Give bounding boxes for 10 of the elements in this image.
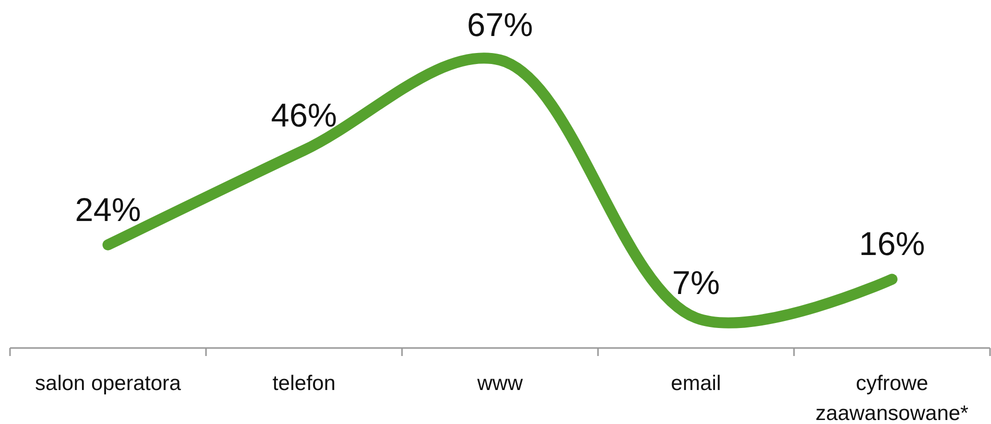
data-label: 46% [270, 96, 338, 134]
data-label: 67% [466, 6, 534, 43]
data-label: 7% [672, 264, 720, 301]
data-label: 16% [858, 225, 926, 262]
x-tick-label: cyfrowe zaawansowane* [816, 372, 968, 424]
x-tick-label: www [476, 372, 524, 395]
x-tick-label: salon operatora [35, 372, 182, 395]
x-tick-label: email [670, 372, 722, 395]
x-tick-label: telefon [272, 372, 336, 395]
data-label: 24% [74, 190, 142, 228]
